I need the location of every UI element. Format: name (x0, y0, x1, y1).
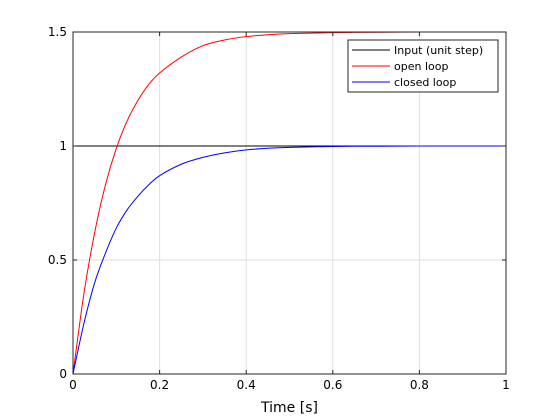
x-tick-label: 1 (502, 378, 510, 392)
x-tick-label: 0.4 (237, 378, 256, 392)
y-tick-label: 1 (59, 139, 67, 153)
legend: Input (unit step) open loop closed loop (347, 39, 499, 93)
x-tick-label: 0 (69, 378, 77, 392)
series-line-closed-loop (72, 145, 506, 375)
legend-label: Input (unit step) (394, 44, 483, 57)
axis-ticks: 0 0.2 0.4 0.6 0.8 1 0 0.5 1 1.5 (48, 25, 510, 392)
y-tick-label: 0.5 (48, 253, 67, 267)
x-axis-label: Time [s] (260, 400, 318, 416)
legend-label: open loop (394, 60, 448, 73)
legend-label: closed loop (394, 76, 456, 89)
y-tick-label: 0 (59, 367, 67, 381)
axes-box (72, 31, 507, 375)
y-tick-label: 1.5 (48, 25, 67, 39)
x-tick-label: 0.6 (323, 378, 342, 392)
x-tick-label: 0.8 (410, 378, 429, 392)
x-tick-label: 0.2 (150, 378, 169, 392)
